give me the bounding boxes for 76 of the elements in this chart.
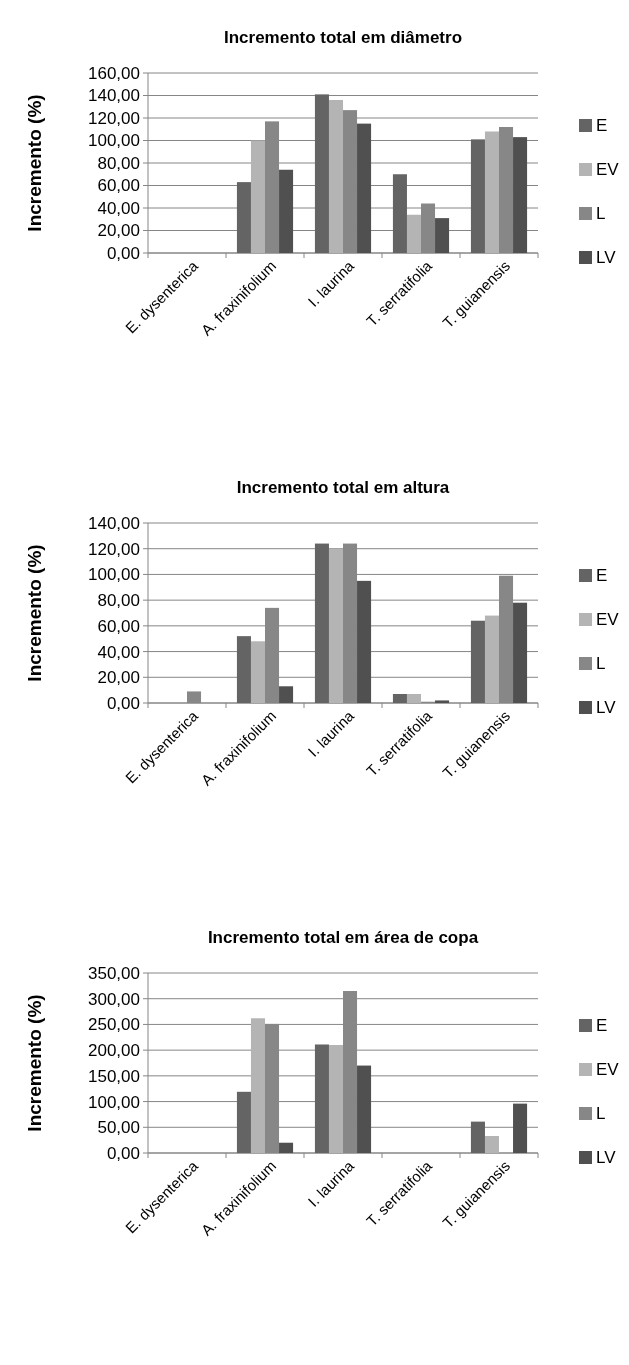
bar [314, 94, 329, 253]
bar [236, 636, 251, 703]
y-tick-label: 80,00 [97, 591, 140, 611]
y-tick-label: 140,00 [88, 86, 140, 106]
bar [470, 620, 485, 703]
y-axis-title: Incremento (%) [24, 994, 45, 1132]
y-tick-label: 350,00 [88, 963, 140, 983]
bar [236, 1091, 251, 1153]
y-tick-label: 50,00 [97, 1118, 140, 1138]
legend-label: LV [596, 1147, 617, 1167]
legend-label: L [596, 1103, 606, 1123]
y-tick-label: 100,00 [88, 565, 140, 585]
legend-label: LV [596, 247, 617, 267]
bar [279, 1142, 294, 1153]
y-tick-label: 40,00 [97, 198, 140, 218]
legend-label: EV [596, 159, 620, 179]
y-tick-label: 250,00 [88, 1015, 140, 1035]
bar [513, 1103, 528, 1153]
y-tick-label: 160,00 [88, 63, 140, 83]
legend-label: L [596, 653, 606, 673]
y-tick-label: 60,00 [97, 176, 140, 196]
y-tick-label: 60,00 [97, 616, 140, 636]
y-tick-label: 300,00 [88, 989, 140, 1009]
bar [236, 182, 251, 253]
y-tick-label: 150,00 [88, 1066, 140, 1086]
bar [435, 700, 450, 703]
bar [357, 123, 372, 253]
bar [279, 686, 294, 703]
bar [513, 137, 528, 253]
legend-label: E [596, 1015, 608, 1035]
y-tick-label: 100,00 [88, 1092, 140, 1112]
bar [357, 580, 372, 703]
legend-label: LV [596, 697, 617, 717]
y-axis-title: Incremento (%) [24, 94, 45, 232]
y-tick-label: 140,00 [88, 513, 140, 533]
y-tick-label: 80,00 [97, 153, 140, 173]
bar [470, 1121, 485, 1153]
bar [328, 1045, 343, 1153]
bar [513, 602, 528, 703]
bar [392, 174, 407, 253]
y-tick-label: 20,00 [97, 221, 140, 241]
legend-label: EV [596, 1059, 620, 1079]
y-tick-label: 120,00 [88, 108, 140, 128]
bar [406, 694, 421, 703]
legend-label: EV [596, 609, 620, 629]
y-tick-label: 200,00 [88, 1041, 140, 1061]
bar [435, 218, 450, 253]
bar [314, 543, 329, 703]
y-tick-label: 0,00 [106, 243, 140, 263]
bar [470, 139, 485, 253]
y-axis-title: Incremento (%) [24, 544, 45, 682]
bar [279, 169, 294, 253]
bar [250, 1018, 265, 1153]
y-tick-label: 120,00 [88, 539, 140, 559]
y-tick-label: 40,00 [97, 642, 140, 662]
y-tick-label: 0,00 [106, 693, 140, 713]
bar [328, 100, 343, 253]
y-tick-label: 20,00 [97, 668, 140, 688]
y-tick-label: 0,00 [106, 1143, 140, 1163]
legend-label: L [596, 203, 606, 223]
legend-label: E [596, 565, 608, 585]
legend-label: E [596, 115, 608, 135]
chart-title: Incremento total em diâmetro [223, 28, 463, 47]
bar [250, 641, 265, 703]
chart-title: Incremento total em área de copa [207, 928, 479, 947]
bar [357, 1065, 372, 1153]
chart-title: Incremento total em altura [236, 478, 450, 497]
bar [484, 131, 499, 253]
bar [250, 140, 265, 253]
bar [484, 615, 499, 703]
bar [484, 1136, 499, 1153]
bar [392, 694, 407, 703]
bar [406, 214, 421, 253]
bar [328, 548, 343, 703]
y-tick-label: 100,00 [88, 131, 140, 151]
bar [314, 1044, 329, 1153]
